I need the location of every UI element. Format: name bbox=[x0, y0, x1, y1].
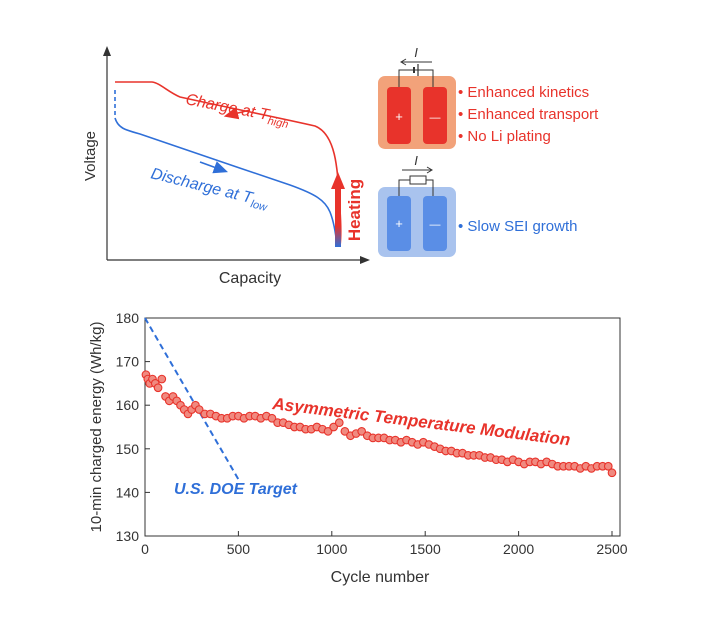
y-tick-label: 150 bbox=[116, 441, 140, 457]
x-tick-label: 1500 bbox=[410, 541, 441, 557]
y-tick-label: 160 bbox=[116, 397, 140, 413]
heating-arrow-head bbox=[331, 172, 345, 189]
cold-minus: — bbox=[430, 219, 441, 231]
data-point bbox=[323, 427, 333, 436]
cold-current-arrow bbox=[402, 166, 433, 174]
hot-feature-list: • Enhanced kinetics • Enhanced transport… bbox=[458, 84, 599, 145]
doe-label: U.S. DOE Target bbox=[174, 481, 298, 498]
cold-anode bbox=[423, 196, 447, 251]
hot-current-symbol: I bbox=[414, 45, 418, 60]
hot-cathode bbox=[387, 87, 411, 144]
hot-feature-2: • No Li plating bbox=[458, 128, 551, 145]
cold-cell-diagram: + — I bbox=[378, 153, 456, 257]
hot-feature-1: • Enhanced transport bbox=[458, 106, 599, 123]
cold-resistor bbox=[409, 175, 427, 185]
cold-wire bbox=[398, 179, 434, 196]
discharge-arrow bbox=[199, 161, 229, 174]
discharge-curve bbox=[114, 117, 338, 247]
hot-anode bbox=[423, 87, 447, 144]
charge-label: Charge at Thigh bbox=[184, 91, 291, 131]
data-point bbox=[153, 383, 163, 393]
x-ticks: 0 500 1000 1500 2000 2500 bbox=[141, 531, 628, 557]
bottom-xlabel: Cycle number bbox=[331, 569, 430, 586]
data-point bbox=[340, 427, 350, 436]
x-tick-label: 0 bbox=[141, 541, 149, 557]
x-tick-label: 2500 bbox=[596, 541, 627, 557]
top-y-axis-arrow bbox=[103, 46, 111, 56]
data-point bbox=[157, 374, 167, 384]
cold-current-symbol: I bbox=[414, 153, 418, 168]
cold-plus: + bbox=[395, 216, 403, 231]
data-point bbox=[329, 422, 339, 432]
bottom-ylabel: 10-min charged energy (Wh/kg) bbox=[88, 322, 105, 533]
hot-feature-0: • Enhanced kinetics bbox=[458, 84, 589, 101]
x-tick-label: 2000 bbox=[503, 541, 534, 557]
data-point bbox=[267, 413, 277, 423]
y-tick-label: 140 bbox=[116, 484, 140, 500]
data-point bbox=[357, 427, 367, 436]
top-x-axis-arrow bbox=[360, 256, 370, 264]
top-ylabel: Voltage bbox=[82, 131, 99, 181]
data-point bbox=[334, 418, 344, 427]
data-point bbox=[607, 468, 617, 478]
hot-wire bbox=[398, 69, 434, 87]
x-tick-label: 1000 bbox=[316, 541, 347, 557]
top-xlabel: Capacity bbox=[219, 270, 281, 287]
voltage-capacity-panel: Voltage Capacity Charge at Thigh Dischar… bbox=[82, 45, 599, 287]
atm-data-points bbox=[141, 370, 617, 478]
y-ticks: 130 140 150 160 170 180 bbox=[116, 310, 150, 544]
plot-frame bbox=[144, 317, 621, 537]
heating-arrow-shaft bbox=[335, 187, 341, 247]
cold-cathode bbox=[387, 196, 411, 251]
hot-current-arrow bbox=[400, 58, 432, 66]
y-tick-label: 180 bbox=[116, 310, 140, 326]
cold-feature-0: • Slow SEI growth bbox=[458, 218, 577, 235]
data-point bbox=[603, 461, 613, 471]
hot-minus: — bbox=[430, 112, 441, 124]
charge-arrow bbox=[223, 106, 251, 120]
doe-target-line bbox=[144, 317, 240, 480]
heating-label: Heating bbox=[345, 179, 364, 241]
hot-plus: + bbox=[395, 109, 403, 124]
y-tick-label: 130 bbox=[116, 528, 140, 544]
x-tick-label: 500 bbox=[227, 541, 251, 557]
data-point bbox=[194, 405, 204, 414]
y-tick-label: 170 bbox=[116, 354, 140, 370]
hot-cell-diagram: + — I bbox=[378, 45, 456, 149]
